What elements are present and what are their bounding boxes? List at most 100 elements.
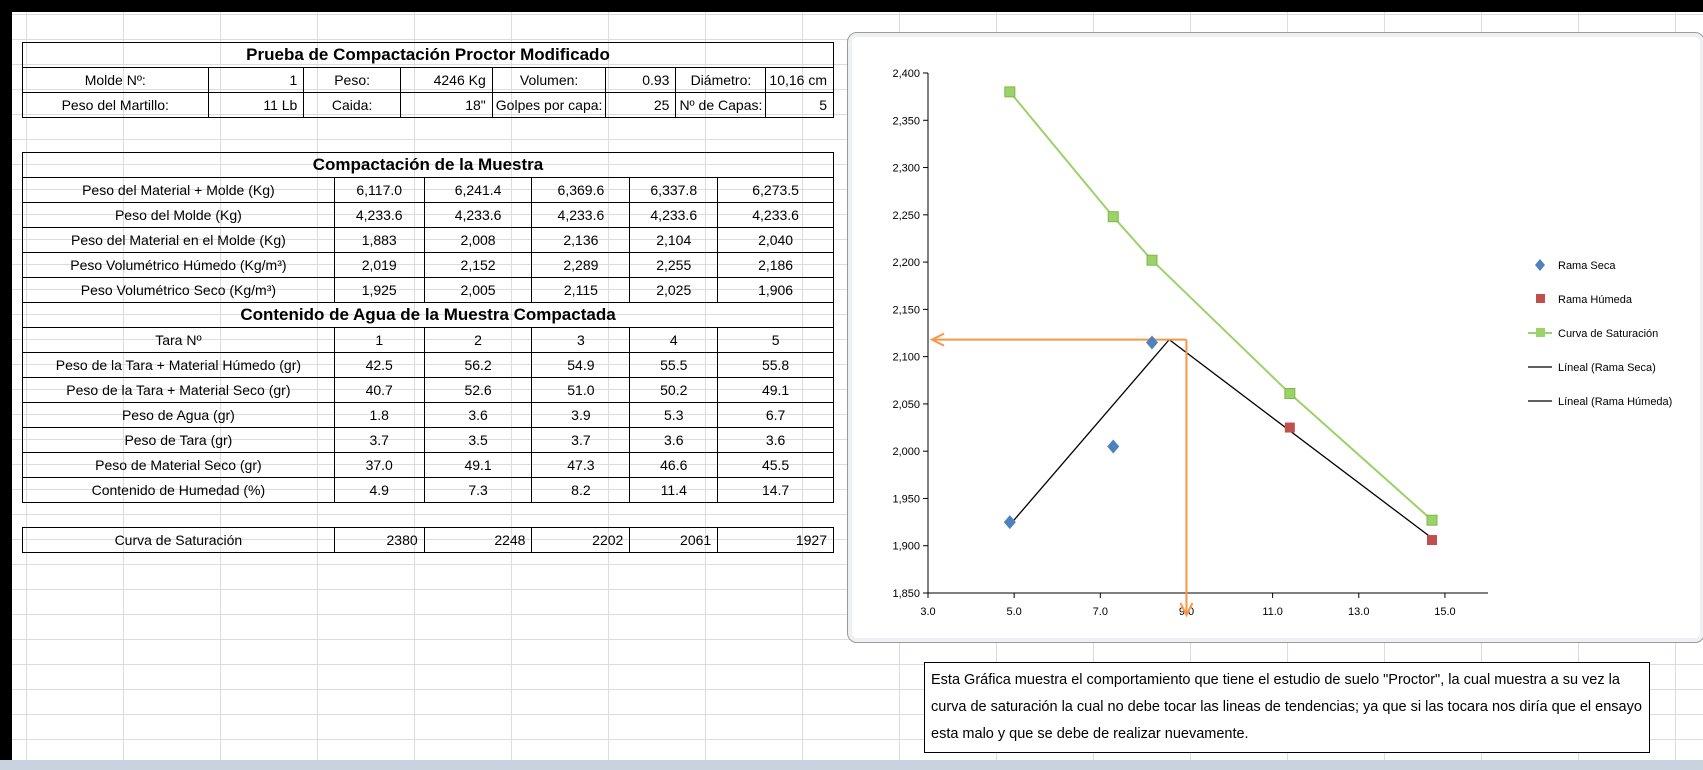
table-cell[interactable]: 3.7	[333, 427, 425, 453]
table-cell[interactable]: 1927	[717, 527, 834, 553]
table-cell[interactable]: 49.1	[423, 452, 533, 478]
row-label[interactable]: Peso del Material + Molde (Kg)	[22, 177, 335, 203]
table-cell[interactable]: 4,233.6	[423, 202, 533, 228]
table-cell[interactable]: 37.0	[333, 452, 425, 478]
molde-cell[interactable]: 0.93	[605, 67, 677, 93]
table-cell[interactable]: 1,883	[333, 227, 425, 253]
molde-cell[interactable]: 25	[605, 92, 677, 118]
molde-cell[interactable]: Peso:	[303, 67, 401, 93]
table-cell[interactable]: 6,273.5	[717, 177, 834, 203]
row-label[interactable]: Peso de Material Seco (gr)	[22, 452, 335, 478]
molde-cell[interactable]: Volumen:	[491, 67, 607, 93]
row-label[interactable]: Curva de Saturación	[22, 527, 335, 553]
table-cell[interactable]: 2,008	[423, 227, 533, 253]
table-cell[interactable]: 6,337.8	[629, 177, 719, 203]
table-cell[interactable]: 4,233.6	[629, 202, 719, 228]
row-label[interactable]: Peso de la Tara + Material Húmedo (gr)	[22, 352, 335, 378]
y-tick-label: 1,900	[892, 541, 920, 553]
table-cell[interactable]: 2248	[423, 527, 533, 553]
molde-cell[interactable]: 18"	[399, 92, 493, 118]
table-cell[interactable]: 6,369.6	[531, 177, 631, 203]
molde-cell[interactable]: 5	[765, 92, 834, 118]
table-cell[interactable]: 4,233.6	[333, 202, 425, 228]
table-cell[interactable]: 50.2	[629, 377, 719, 403]
table-cell[interactable]: 2,104	[629, 227, 719, 253]
row-label[interactable]: Peso del Molde (Kg)	[22, 202, 335, 228]
table-cell[interactable]: 3.6	[423, 402, 533, 428]
table-cell[interactable]: 51.0	[531, 377, 631, 403]
molde-cell[interactable]: 1	[207, 67, 305, 93]
table-cell[interactable]: 2,255	[629, 252, 719, 278]
row-label[interactable]: Tara Nº	[22, 327, 335, 353]
table-cell[interactable]: 5	[717, 327, 834, 353]
table-cell[interactable]: 2,186	[717, 252, 834, 278]
table-cell[interactable]: 2,152	[423, 252, 533, 278]
table-cell[interactable]: 2202	[531, 527, 631, 553]
chart-area[interactable]: 1,850 1,900 1,950 2,000 2,050 2,100 2,150 2,200…	[847, 32, 1703, 643]
table-cell[interactable]: 2,040	[717, 227, 834, 253]
table-cell[interactable]: 1,925	[333, 277, 425, 303]
molde-cell[interactable]: Caida:	[303, 92, 401, 118]
molde-cell[interactable]: Molde Nº:	[22, 67, 209, 93]
table-cell[interactable]: 40.7	[333, 377, 425, 403]
table-cell[interactable]: 11.4	[629, 477, 719, 503]
spreadsheet[interactable]: Prueba de Compactación Proctor Modificad…	[12, 12, 1703, 770]
table-cell[interactable]: 6.7	[717, 402, 834, 428]
table-cell[interactable]: 45.5	[717, 452, 834, 478]
table-cell[interactable]: 3.6	[717, 427, 834, 453]
table-cell[interactable]: 4,233.6	[717, 202, 834, 228]
table-cell[interactable]: 1.8	[333, 402, 425, 428]
table-cell[interactable]: 55.5	[629, 352, 719, 378]
table-cell[interactable]: 3.5	[423, 427, 533, 453]
table-cell[interactable]: 47.3	[531, 452, 631, 478]
table-cell[interactable]: 52.6	[423, 377, 533, 403]
row-label[interactable]: Peso de Tara (gr)	[22, 427, 335, 453]
row-label[interactable]: Peso Volumétrico Seco (Kg/m³)	[22, 277, 335, 303]
table-cell[interactable]: 55.8	[717, 352, 834, 378]
table-cell[interactable]: 3.7	[531, 427, 631, 453]
empty-cell[interactable]	[23, 503, 834, 528]
molde-cell[interactable]: 10,16 cm	[765, 67, 834, 93]
table-cell[interactable]: 5.3	[629, 402, 719, 428]
molde-cell[interactable]: 4246 Kg	[399, 67, 493, 93]
molde-cell[interactable]: Golpes por capa:	[491, 92, 607, 118]
table-cell[interactable]: 2380	[333, 527, 425, 553]
table-cell[interactable]: 8.2	[531, 477, 631, 503]
molde-cell[interactable]: 11 Lb	[207, 92, 305, 118]
row-label[interactable]: Peso de Agua (gr)	[22, 402, 335, 428]
row-label[interactable]: Peso de la Tara + Material Seco (gr)	[22, 377, 335, 403]
table-cell[interactable]: 2,005	[423, 277, 533, 303]
table-cell[interactable]: 49.1	[717, 377, 834, 403]
table-cell[interactable]: 54.9	[531, 352, 631, 378]
table-cell[interactable]: 2,115	[531, 277, 631, 303]
table-cell[interactable]: 6,241.4	[423, 177, 533, 203]
table-cell[interactable]: 3.6	[629, 427, 719, 453]
table-cell[interactable]: 4	[629, 327, 719, 353]
table-cell[interactable]: 4.9	[333, 477, 425, 503]
molde-cell[interactable]: Nº de Capas:	[675, 92, 767, 118]
saturation-point	[1107, 211, 1119, 223]
table-cell[interactable]: 2,289	[531, 252, 631, 278]
table-cell[interactable]: 3.9	[531, 402, 631, 428]
table-cell[interactable]: 4,233.6	[531, 202, 631, 228]
table-cell[interactable]: 6,117.0	[333, 177, 425, 203]
table-cell[interactable]: 7.3	[423, 477, 533, 503]
molde-cell[interactable]: Peso del Martillo:	[22, 92, 209, 118]
sheet-tabs-bar[interactable]	[0, 760, 1703, 770]
table-cell[interactable]: 2,025	[629, 277, 719, 303]
row-label[interactable]: Peso del Material en el Molde (Kg)	[22, 227, 335, 253]
table-cell[interactable]: 3	[531, 327, 631, 353]
table-cell[interactable]: 1,906	[717, 277, 834, 303]
molde-cell[interactable]: Diámetro:	[675, 67, 767, 93]
table-cell[interactable]: 1	[333, 327, 425, 353]
table-cell[interactable]: 2,019	[333, 252, 425, 278]
table-cell[interactable]: 46.6	[629, 452, 719, 478]
row-label[interactable]: Contenido de Humedad (%)	[22, 477, 335, 503]
table-cell[interactable]: 2,136	[531, 227, 631, 253]
row-label[interactable]: Peso Volumétrico Húmedo (Kg/m³)	[22, 252, 335, 278]
table-cell[interactable]: 56.2	[423, 352, 533, 378]
table-cell[interactable]: 2	[423, 327, 533, 353]
table-cell[interactable]: 14.7	[717, 477, 834, 503]
table-cell[interactable]: 2061	[629, 527, 719, 553]
table-cell[interactable]: 42.5	[333, 352, 425, 378]
